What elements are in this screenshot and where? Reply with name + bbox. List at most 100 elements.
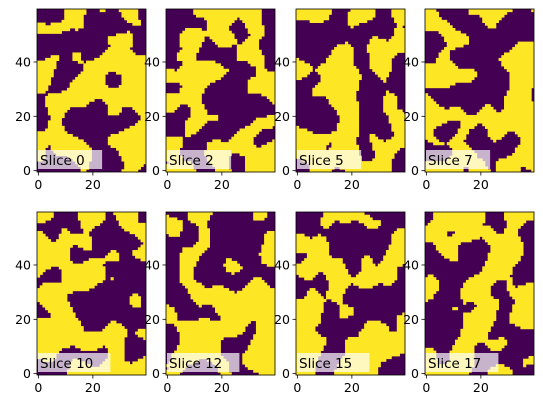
image-pixel-run: [166, 304, 170, 308]
image-pixel-run: [520, 142, 535, 146]
image-pixel-run: [504, 104, 535, 108]
image-pixel-run: [339, 117, 360, 121]
image-pixel-run: [306, 293, 321, 297]
image-pixel-run: [190, 293, 276, 297]
image-pixel-run: [296, 236, 311, 240]
image-pixel-run: [312, 236, 327, 240]
axes-frame: [36, 211, 147, 376]
image-pixel-run: [425, 123, 442, 127]
slice-label: Slice 7: [428, 153, 473, 169]
image-pixel-run: [166, 220, 183, 224]
image-pixel-run: [212, 139, 221, 143]
image-pixel-run: [317, 82, 360, 86]
y-tick-label: 0: [152, 163, 160, 178]
image-pixel-run: [250, 342, 276, 346]
image-pixel-run: [195, 222, 208, 226]
image-pixel-run: [476, 112, 535, 116]
image-pixel-run: [176, 328, 246, 332]
image-pixel-run: [245, 285, 270, 289]
image-pixel-run: [425, 282, 440, 286]
image-pixel-run: [463, 323, 494, 327]
image-pixel-run: [132, 250, 147, 254]
image-pixel-run: [198, 231, 210, 235]
image-pixel-run: [64, 14, 84, 18]
image-pixel-run: [296, 266, 346, 270]
image-pixel-run: [261, 93, 276, 97]
image-pixel-run: [479, 271, 513, 275]
image-pixel-run: [476, 304, 499, 308]
image-pixel-run: [174, 323, 249, 327]
image-pixel-run: [272, 139, 276, 143]
image-pixel-run: [80, 347, 98, 351]
image-pixel-run: [425, 76, 475, 81]
image-pixel-run: [444, 38, 469, 42]
image-pixel-run: [383, 95, 398, 100]
image-pixel-run: [304, 258, 343, 262]
image-pixel-run: [99, 364, 147, 368]
image-pixel-run: [463, 312, 497, 316]
image-pixel-run: [425, 11, 440, 15]
image-pixel-run: [143, 355, 147, 360]
image-pixel-run: [479, 109, 497, 113]
image-pixel-run: [460, 120, 535, 124]
image-pixel-run: [126, 30, 131, 34]
image-pixel-run: [334, 372, 379, 376]
image-pixel-run: [245, 163, 276, 167]
image-pixel-run: [506, 222, 524, 226]
image-pixel-run: [388, 114, 406, 119]
image-pixel-run: [446, 41, 469, 45]
image-pixel-run: [490, 366, 510, 370]
y-tick-label: 0: [23, 163, 31, 178]
image-pixel-run: [220, 372, 232, 376]
image-pixel-run: [320, 76, 362, 81]
image-pixel-run: [345, 347, 406, 351]
image-pixel-run: [375, 150, 398, 154]
image-pixel-run: [105, 49, 133, 53]
image-pixel-run: [487, 345, 505, 349]
image-pixel-run: [242, 19, 262, 23]
image-pixel-run: [77, 212, 106, 216]
image-pixel-run: [380, 76, 387, 81]
image-pixel-run: [166, 139, 183, 143]
image-pixel-run: [425, 372, 469, 376]
image-pixel-run: [312, 90, 357, 94]
image-pixel-run: [166, 312, 178, 316]
x-tick-label: 20: [85, 177, 101, 192]
image-pixel-run: [261, 247, 276, 251]
image-pixel-run: [369, 57, 392, 62]
image-pixel-run: [37, 339, 125, 343]
image-pixel-run: [509, 293, 535, 297]
image-pixel-run: [391, 9, 406, 13]
image-pixel-run: [454, 342, 478, 346]
image-pixel-run: [339, 114, 360, 119]
image-pixel-run: [45, 307, 73, 311]
image-pixel-run: [182, 63, 221, 67]
image-pixel-run: [484, 260, 519, 265]
image-pixel-run: [454, 133, 467, 138]
image-pixel-run: [347, 336, 406, 341]
image-pixel-run: [72, 57, 82, 62]
image-pixel-run: [296, 328, 316, 332]
image-pixel-run: [166, 231, 181, 235]
image-pixel-run: [179, 49, 200, 53]
image-pixel-run: [325, 274, 351, 278]
image-pixel-run: [182, 30, 232, 34]
image-pixel-run: [506, 93, 532, 97]
image-pixel-run: [64, 11, 87, 15]
image-pixel-run: [77, 74, 106, 78]
image-pixel-run: [468, 9, 513, 13]
image-pixel-run: [334, 47, 354, 51]
image-pixel-run: [137, 236, 147, 240]
image-pixel-run: [37, 350, 60, 354]
image-pixel-run: [258, 252, 276, 256]
y-tick-label: 40: [15, 257, 31, 272]
image-pixel-run: [425, 293, 434, 297]
image-pixel-run: [296, 301, 324, 305]
slice-panel: 0 20 0 20 40 Slice 5: [274, 8, 406, 192]
image-pixel-run: [187, 117, 219, 121]
image-pixel-run: [309, 169, 332, 173]
image-pixel-run: [72, 55, 82, 59]
image-pixel-run: [296, 304, 324, 308]
image-pixel-run: [391, 239, 406, 243]
image-pixel-run: [215, 309, 276, 313]
